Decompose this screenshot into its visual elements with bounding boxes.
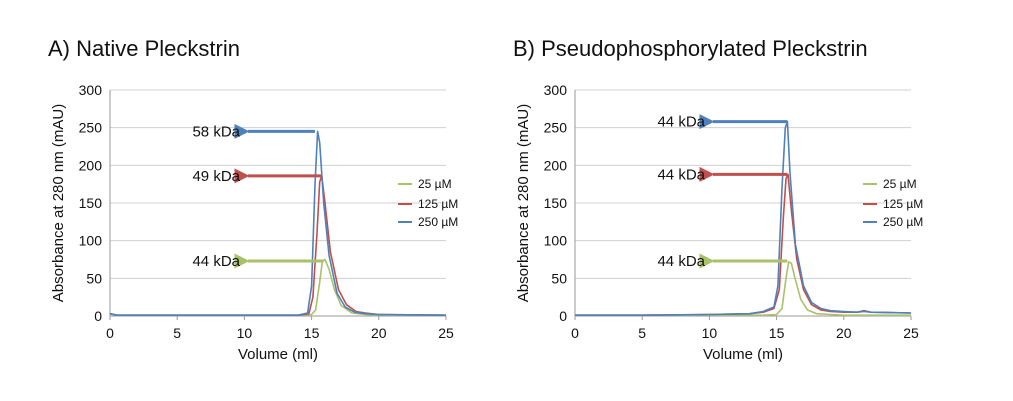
series-line-125uM [109, 175, 447, 317]
x-tick-label: 25 [903, 325, 919, 341]
y-tick-label: 300 [544, 82, 568, 98]
y-tick-label: 50 [86, 270, 102, 286]
annotation-label: 44 kDa [657, 166, 705, 183]
series-line-250uM [109, 130, 447, 317]
legend-label: 125 µM [883, 197, 923, 211]
y-axis-label: Absorbance at 280 nm (mAU) [50, 104, 67, 302]
annotation-label: 44 kDa [657, 253, 705, 270]
chart-pseudophosphorylated-svg: 0 50 100 150 200 250 300 0 5 10 15 20 25 Volume (ml) A… [515, 82, 923, 363]
x-tick-label: 0 [571, 325, 579, 341]
y-tick-label: 200 [79, 157, 103, 173]
x-tick-label: 10 [237, 325, 253, 341]
series-line-25uM [109, 258, 446, 317]
x-tick-label: 10 [702, 325, 718, 341]
x-tick-label: 5 [638, 325, 646, 341]
y-axis-label: Absorbance at 280 nm (mAU) [515, 104, 532, 302]
legend-label: 250 µM [883, 215, 923, 229]
legend-label: 125 µM [418, 197, 458, 211]
x-tick-label: 15 [304, 325, 320, 341]
x-tick-label: 20 [371, 325, 387, 341]
y-tick-label: 50 [551, 270, 567, 286]
series-line-25uM [575, 260, 911, 317]
y-tick-label: 0 [94, 308, 102, 324]
annotation-label: 44 kDa [192, 253, 240, 270]
y-tick-label: 250 [79, 120, 103, 136]
x-tick-label: 5 [173, 325, 181, 341]
y-tick-label: 150 [79, 195, 103, 211]
y-tick-label: 300 [79, 82, 103, 98]
chart-title: B) Pseudophosphorylated Pleckstrin [513, 36, 868, 61]
series-line-125uM [575, 173, 912, 317]
annotation-label: 49 kDa [192, 168, 240, 185]
y-tick-label: 0 [559, 308, 567, 324]
annotation-label: 58 kDa [192, 123, 240, 140]
legend-label: 250 µM [418, 215, 458, 229]
chart-panel-native: A) Native Pleckstrin 0 50 100 150 200 250 300 0… [0, 0, 506, 401]
legend-label: 25 µM [883, 177, 917, 191]
series-line-250uM [575, 120, 912, 317]
chart-title: A) Native Pleckstrin [48, 36, 240, 61]
x-axis-label: Volume (ml) [238, 346, 318, 363]
x-tick-label: 25 [438, 325, 454, 341]
y-tick-label: 100 [544, 233, 568, 249]
y-tick-label: 250 [544, 120, 568, 136]
x-tick-label: 15 [769, 325, 785, 341]
chart-native-svg: 0 50 100 150 200 250 300 0 5 10 15 20 25 Volume (ml) A… [50, 82, 458, 363]
annotation-label: 44 kDa [657, 114, 705, 131]
legend-label: 25 µM [418, 177, 452, 191]
chart-panel-pseudophosphorylated: B) Pseudophosphorylated Pleckstrin 0 50 10… [465, 0, 971, 401]
y-tick-label: 100 [79, 233, 103, 249]
x-axis-label: Volume (ml) [703, 346, 783, 363]
x-tick-label: 0 [106, 325, 114, 341]
y-tick-label: 200 [544, 157, 568, 173]
y-tick-label: 150 [544, 195, 568, 211]
x-tick-label: 20 [836, 325, 852, 341]
